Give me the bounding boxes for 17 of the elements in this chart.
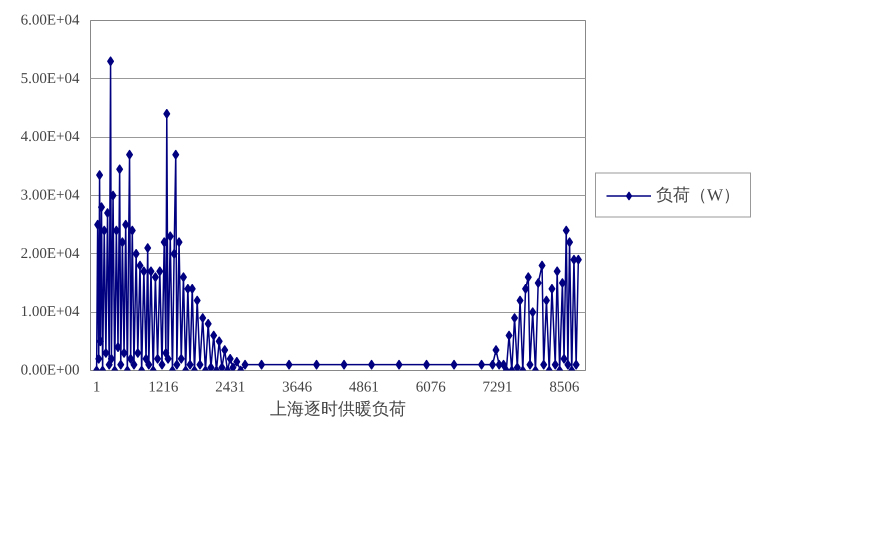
y-tick-label: 1.00E+04 [20,304,80,320]
y-tick-label: 2.00E+04 [20,246,80,262]
x-tick-label: 3646 [282,380,313,396]
x-tick-label: 8506 [549,380,580,396]
y-tick-label: 5.00E+04 [20,70,80,87]
x-axis-title: 上海逐时供暖负荷 [270,400,406,418]
x-tick-label: 6076 [416,380,446,396]
x-tick-label: 1 [92,380,100,396]
y-tick-label: 3.00E+04 [20,188,80,204]
y-tick-label: 4.00E+04 [20,129,80,146]
x-tick-label: 2431 [215,380,246,396]
x-tick-label: 4861 [348,380,379,396]
x-tick-label: 1216 [148,380,179,396]
y-tick-label: 6.00E+04 [20,12,80,28]
legend-label: 负荷（W） [656,184,740,206]
x-tick-label: 7291 [482,380,513,396]
y-tick-label: 0.00E+00 [20,362,80,378]
